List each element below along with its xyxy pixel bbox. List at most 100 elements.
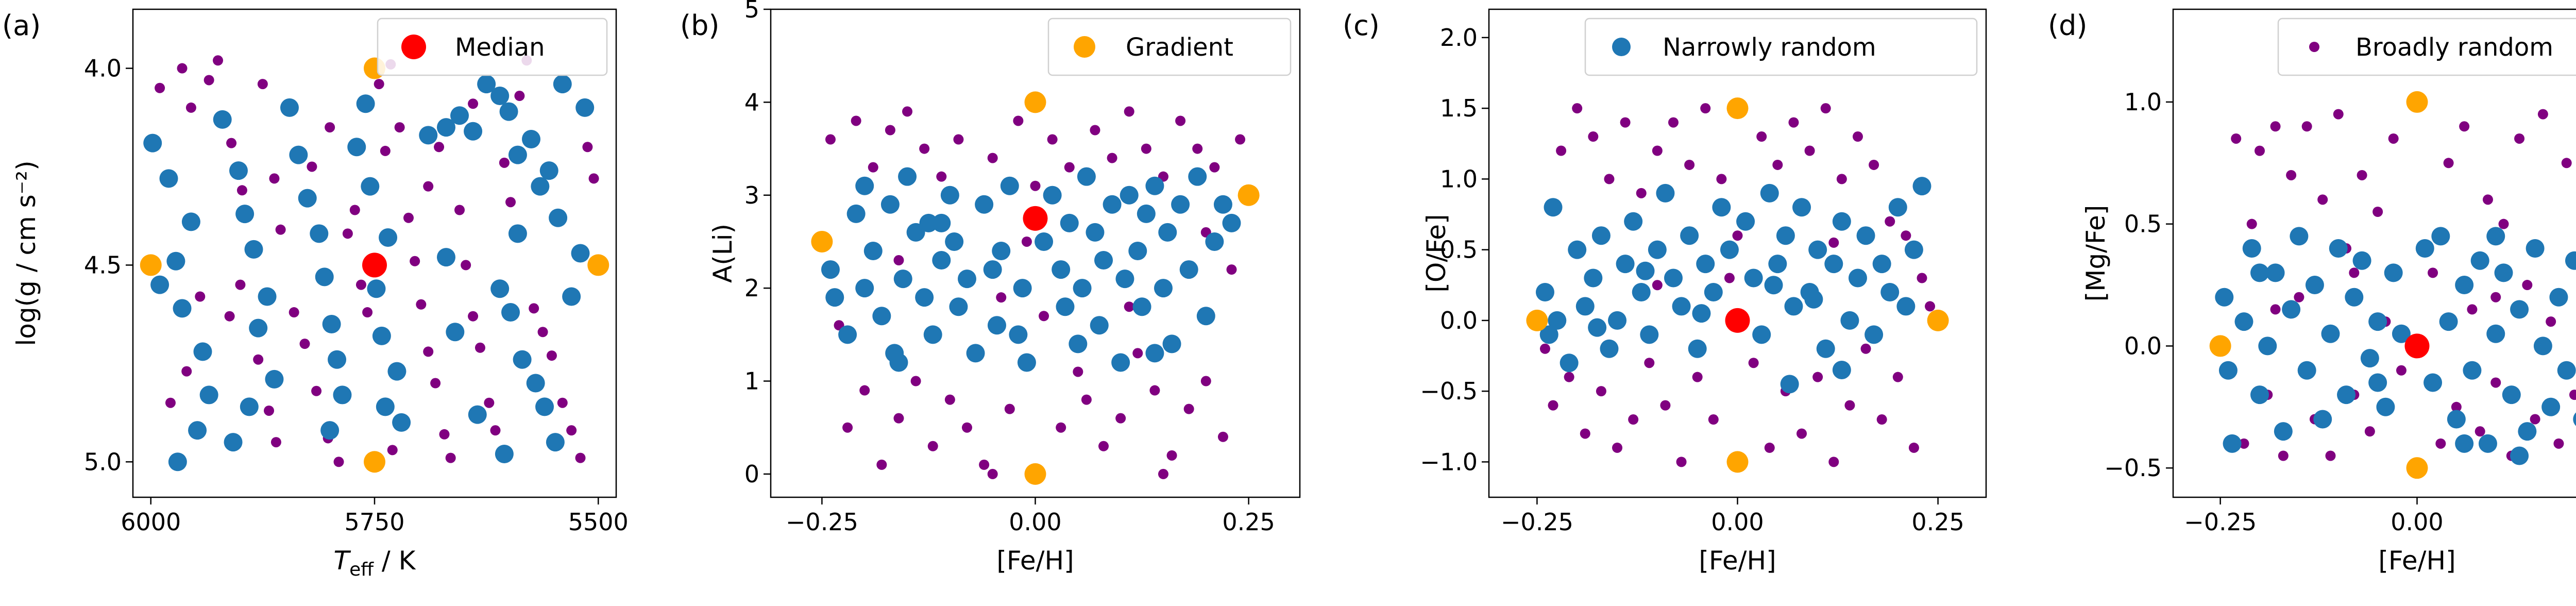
narrow-point bbox=[244, 240, 263, 259]
x-axis-label-subscript: eff bbox=[349, 559, 374, 580]
x-tick-label: 0.00 bbox=[2391, 508, 2443, 536]
narrow-point bbox=[1856, 226, 1875, 245]
broad-point bbox=[177, 63, 188, 74]
narrow-point bbox=[1672, 297, 1691, 316]
broad-point bbox=[1030, 180, 1041, 191]
legend-label: Broadly random bbox=[2355, 33, 2553, 62]
broad-point bbox=[2435, 438, 2446, 449]
narrow-point bbox=[1171, 195, 1190, 214]
y-tick-label: 1 bbox=[744, 367, 759, 395]
narrow-point bbox=[495, 444, 514, 463]
narrow-point bbox=[1656, 183, 1675, 203]
narrow-point bbox=[446, 323, 465, 342]
narrow-point bbox=[932, 251, 951, 270]
broad-point bbox=[374, 79, 384, 90]
broad-point bbox=[2388, 133, 2399, 144]
broad-point bbox=[362, 307, 373, 318]
broad-point bbox=[289, 307, 299, 318]
narrow-point bbox=[1077, 167, 1096, 186]
broad-point bbox=[1090, 125, 1100, 136]
narrow-point bbox=[1090, 316, 1109, 335]
narrow-point bbox=[347, 138, 366, 157]
broad-point bbox=[2451, 401, 2462, 412]
broad-point bbox=[165, 397, 176, 408]
x-axis-label: [Fe/H] bbox=[1699, 546, 1776, 576]
broad-point bbox=[468, 311, 479, 322]
broad-point bbox=[1141, 143, 1151, 154]
narrow-point bbox=[553, 75, 572, 94]
x-axis-label: [Fe/H] bbox=[2378, 546, 2455, 576]
broad-point bbox=[2428, 267, 2438, 278]
narrow-point bbox=[2313, 410, 2332, 429]
gradient-point bbox=[1726, 97, 1749, 120]
broad-point bbox=[575, 452, 586, 463]
narrow-point bbox=[1880, 282, 1900, 301]
broad-point bbox=[1047, 134, 1058, 145]
narrow-point bbox=[2431, 227, 2450, 246]
broad-point bbox=[1175, 115, 1186, 126]
broad-point bbox=[2325, 450, 2336, 461]
broad-point bbox=[461, 260, 471, 271]
narrow-point bbox=[1548, 311, 1567, 330]
broad-point bbox=[919, 143, 930, 154]
broad-point bbox=[1668, 117, 1679, 128]
narrow-point bbox=[1196, 307, 1215, 326]
narrow-point bbox=[224, 433, 243, 452]
gradient-point bbox=[2406, 457, 2428, 479]
narrow-point bbox=[490, 279, 510, 298]
broad-point bbox=[2396, 365, 2406, 376]
narrow-point bbox=[392, 413, 411, 432]
narrow-point bbox=[949, 297, 968, 316]
narrow-point bbox=[181, 212, 200, 231]
narrow-point bbox=[2439, 312, 2458, 331]
narrow-point bbox=[562, 287, 581, 306]
narrow-point bbox=[2502, 385, 2521, 405]
narrow-point bbox=[1780, 375, 1799, 394]
narrow-point bbox=[1640, 325, 1659, 344]
narrow-point bbox=[468, 405, 487, 424]
legend-marker bbox=[1612, 38, 1631, 56]
narrow-point bbox=[249, 318, 268, 338]
narrow-point bbox=[2557, 361, 2576, 380]
narrow-point bbox=[2376, 397, 2395, 416]
narrow-point bbox=[2486, 324, 2505, 343]
narrow-point bbox=[915, 288, 934, 307]
narrow-point bbox=[367, 279, 386, 298]
broad-point bbox=[2364, 426, 2375, 437]
narrow-point bbox=[1792, 198, 1811, 217]
broad-point bbox=[842, 422, 853, 433]
narrow-point bbox=[1073, 279, 1092, 298]
narrow-point bbox=[1696, 255, 1715, 274]
y-tick-label: 0.5 bbox=[1440, 236, 1478, 264]
y-tick-label: −0.5 bbox=[1420, 377, 1478, 405]
narrow-point bbox=[2494, 263, 2513, 282]
broad-point bbox=[2349, 267, 2360, 278]
narrow-point bbox=[1744, 268, 1763, 288]
narrow-point bbox=[2510, 300, 2529, 319]
narrow-point bbox=[1094, 251, 1113, 270]
narrow-point bbox=[880, 195, 900, 214]
broad-point bbox=[1908, 442, 1919, 453]
gradient-point bbox=[811, 230, 833, 252]
gradient-point bbox=[1238, 184, 1260, 206]
narrow-point bbox=[289, 145, 308, 164]
broad-point bbox=[961, 422, 972, 433]
narrow-point bbox=[535, 397, 554, 416]
broad-point bbox=[1684, 159, 1695, 170]
broad-point bbox=[2333, 109, 2344, 120]
narrow-point bbox=[501, 303, 520, 322]
median-point bbox=[1725, 308, 1750, 333]
y-tick-label: 4.0 bbox=[84, 55, 122, 82]
narrow-point bbox=[1720, 240, 1739, 259]
broad-point bbox=[355, 279, 366, 290]
broad-point bbox=[2270, 121, 2281, 132]
legend-marker bbox=[1074, 36, 1095, 58]
median-point bbox=[1023, 206, 1048, 231]
broad-point bbox=[876, 459, 887, 470]
broad-point bbox=[264, 405, 275, 416]
broad-point bbox=[2270, 304, 2281, 315]
narrow-point bbox=[159, 169, 178, 188]
narrow-point bbox=[1162, 334, 1181, 354]
y-tick-label: 4 bbox=[744, 88, 759, 116]
broad-point bbox=[1556, 145, 1567, 156]
